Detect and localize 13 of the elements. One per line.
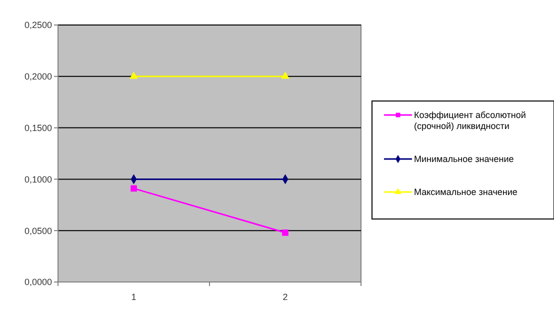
y-tick-label: 0,0000 (24, 277, 52, 288)
legend-label: Максимальное значение (414, 187, 518, 198)
y-tick-label: 0,2500 (24, 20, 52, 30)
x-tick-label: 1 (131, 292, 136, 302)
y-tick-label: 0,2000 (24, 72, 52, 82)
point (130, 185, 137, 192)
point (282, 229, 288, 236)
y-tick-label: 0,1500 (24, 122, 52, 133)
legend-label: Минимальное значение (414, 154, 514, 164)
x-tick-label: 2 (282, 292, 288, 302)
y-tick-label: 0,1000 (24, 174, 52, 184)
y-tick-label: 0,0500 (24, 226, 52, 236)
legend-label: Коэффициент абсолютной (срочной) ликвидности (414, 110, 526, 132)
